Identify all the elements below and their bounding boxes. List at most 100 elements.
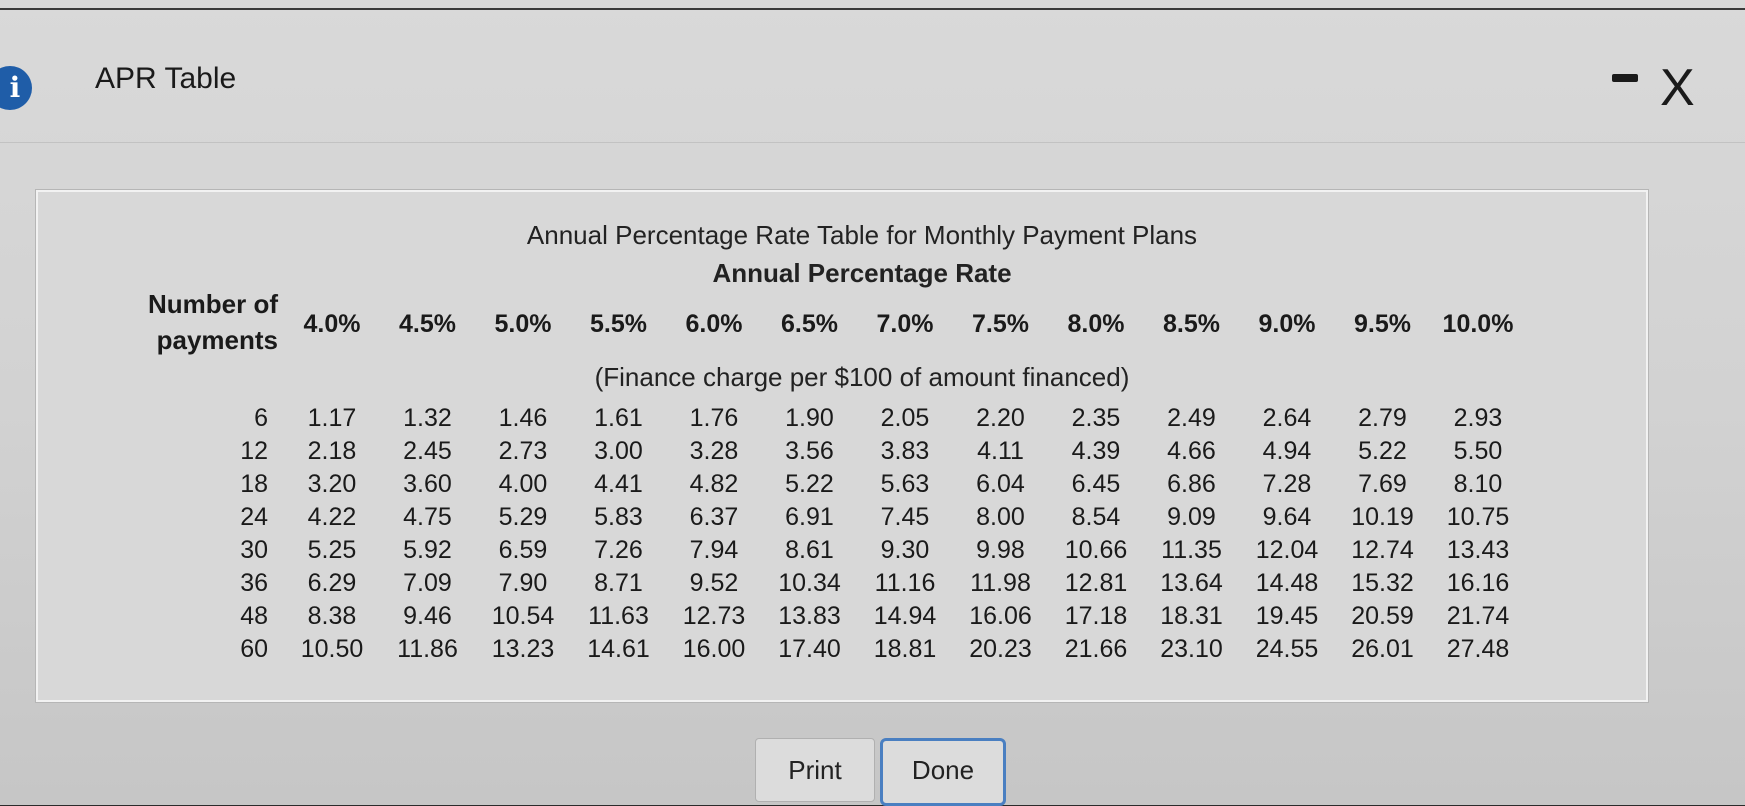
column-header-12: 10.0% <box>1442 310 1514 338</box>
table-cell: 9.09 <box>1167 503 1216 531</box>
table-cell: 6.29 <box>307 569 357 597</box>
payments-count: 24 <box>240 503 268 531</box>
table-row: 6 1.17 1.32 1.46 1.61 1.76 1.90 2.05 2.20 2.35 2.4… <box>38 404 1646 438</box>
table-cell: 4.75 <box>403 503 452 531</box>
column-header-7: 7.5% <box>972 310 1029 338</box>
table-cell: 7.09 <box>403 569 452 597</box>
table-cell: 5.29 <box>498 503 548 531</box>
table-cell: 11.16 <box>874 569 936 597</box>
table-cell: 1.90 <box>785 404 834 432</box>
table-cell: 20.23 <box>969 635 1032 663</box>
table-cell: 1.32 <box>403 404 452 432</box>
row-header-line1: Number of <box>148 289 278 319</box>
column-header-11: 9.5% <box>1354 310 1411 338</box>
table-cell: 3.56 <box>785 437 834 465</box>
column-header-10: 9.0% <box>1258 310 1316 338</box>
minimize-button[interactable] <box>1612 74 1638 82</box>
table-cell: 4.82 <box>689 470 739 498</box>
table-cell: 20.59 <box>1351 602 1414 630</box>
table-cell: 10.19 <box>1351 503 1414 531</box>
payments-count: 12 <box>240 437 268 465</box>
table-cell: 1.17 <box>307 404 357 432</box>
table-cell: 14.94 <box>873 602 937 630</box>
table-cell: 8.10 <box>1453 470 1503 498</box>
table-cell: 13.83 <box>778 602 841 630</box>
table-cell: 12.81 <box>1064 569 1128 597</box>
table-cell: 10.50 <box>300 635 364 663</box>
table-row: 60 10.50 11.86 13.23 14.61 16.00 17.40 18.81 20.… <box>38 635 1646 669</box>
table-cell: 13.64 <box>1160 569 1223 597</box>
column-headers: 4.0% 4.5% 5.0% 5.5% 6.0% 6.5% 7.0% 7.5% 8.0% 8.5%… <box>38 310 1646 346</box>
table-cell: 4.94 <box>1262 437 1312 465</box>
column-header-9: 8.5% <box>1163 310 1220 338</box>
close-button[interactable]: X <box>1660 59 1695 117</box>
column-header-8: 8.0% <box>1067 310 1125 338</box>
table-cell: 1.46 <box>498 404 548 432</box>
apr-table-panel: Annual Percentage Rate Table for Monthly… <box>36 190 1648 702</box>
table-cell: 3.28 <box>689 437 739 465</box>
table-cell: 1.76 <box>689 404 739 432</box>
table-cell: 6.59 <box>498 536 548 564</box>
table-cell: 16.06 <box>969 602 1032 630</box>
table-cell: 3.83 <box>880 437 930 465</box>
table-cell: 13.23 <box>491 635 555 663</box>
payments-count: 36 <box>240 569 268 597</box>
table-cell: 9.98 <box>976 536 1025 564</box>
table-row: 12 2.18 2.45 2.73 3.00 3.28 3.56 3.83 4.11 4.39 4.… <box>38 437 1646 471</box>
table-cell: 4.22 <box>307 503 357 531</box>
table-cell: 3.20 <box>307 470 357 498</box>
row-header-line2: payments <box>156 325 278 355</box>
payments-count: 18 <box>240 470 268 498</box>
table-cell: 6.45 <box>1071 470 1121 498</box>
table-cell: 2.05 <box>880 404 930 432</box>
table-cell: 1.61 <box>594 404 643 432</box>
table-cell: 11.98 <box>970 569 1031 597</box>
table-cell: 2.20 <box>976 404 1025 432</box>
table-cell: 10.34 <box>778 569 841 597</box>
table-cell: 11.63 <box>588 602 649 630</box>
column-header-2: 5.0% <box>494 310 552 338</box>
table-row: 18 3.20 3.60 4.00 4.41 4.82 5.22 5.63 6.04 6.45 6.… <box>38 470 1646 504</box>
table-row: 24 4.22 4.75 5.29 5.83 6.37 6.91 7.45 8.00 8.54 9.… <box>38 503 1646 537</box>
table-cell: 8.38 <box>307 602 357 630</box>
table-cell: 14.48 <box>1255 569 1319 597</box>
info-icon: i <box>0 66 32 110</box>
table-cell: 18.81 <box>873 635 937 663</box>
table-cell: 2.49 <box>1167 404 1216 432</box>
table-cell: 9.64 <box>1262 503 1312 531</box>
done-button[interactable]: Done <box>880 738 1006 806</box>
table-cell: 21.66 <box>1064 635 1128 663</box>
table-cell: 14.61 <box>587 635 650 663</box>
table-cell: 8.00 <box>976 503 1025 531</box>
table-subcaption: Annual Percentage Rate <box>712 258 1012 288</box>
column-header-6: 7.0% <box>876 310 934 338</box>
table-cell: 3.00 <box>594 437 643 465</box>
table-cell: 6.86 <box>1167 470 1216 498</box>
window-title: APR Table <box>95 62 237 95</box>
print-button[interactable]: Print <box>755 738 875 802</box>
table-cell: 5.83 <box>594 503 643 531</box>
table-cell: 9.46 <box>403 602 452 630</box>
table-cell: 24.55 <box>1255 635 1319 663</box>
table-cell: 11.86 <box>397 635 458 663</box>
table-cell: 21.74 <box>1446 602 1510 630</box>
table-cell: 9.52 <box>689 569 739 597</box>
table-row: 36 6.29 7.09 7.90 8.71 9.52 10.34 11.16 11.98 12.… <box>38 569 1646 603</box>
table-cell: 10.75 <box>1446 503 1510 531</box>
table-cell: 2.45 <box>403 437 452 465</box>
table-cell: 10.66 <box>1064 536 1128 564</box>
table-cell: 4.00 <box>498 470 548 498</box>
table-cell: 5.50 <box>1453 437 1503 465</box>
table-cell: 7.28 <box>1262 470 1312 498</box>
table-cell: 18.31 <box>1160 602 1223 630</box>
table-cell: 27.48 <box>1446 635 1510 663</box>
table-row: 30 5.25 5.92 6.59 7.26 7.94 8.61 9.30 9.98 10.66 1… <box>38 536 1646 570</box>
table-cell: 8.54 <box>1071 503 1121 531</box>
table-cell: 23.10 <box>1160 635 1223 663</box>
table-cell: 5.25 <box>307 536 357 564</box>
table-cell: 4.39 <box>1071 437 1121 465</box>
title-bar: i APR Table X <box>0 12 1745 143</box>
table-cell: 16.00 <box>682 635 746 663</box>
column-header-0: 4.0% <box>303 310 361 338</box>
